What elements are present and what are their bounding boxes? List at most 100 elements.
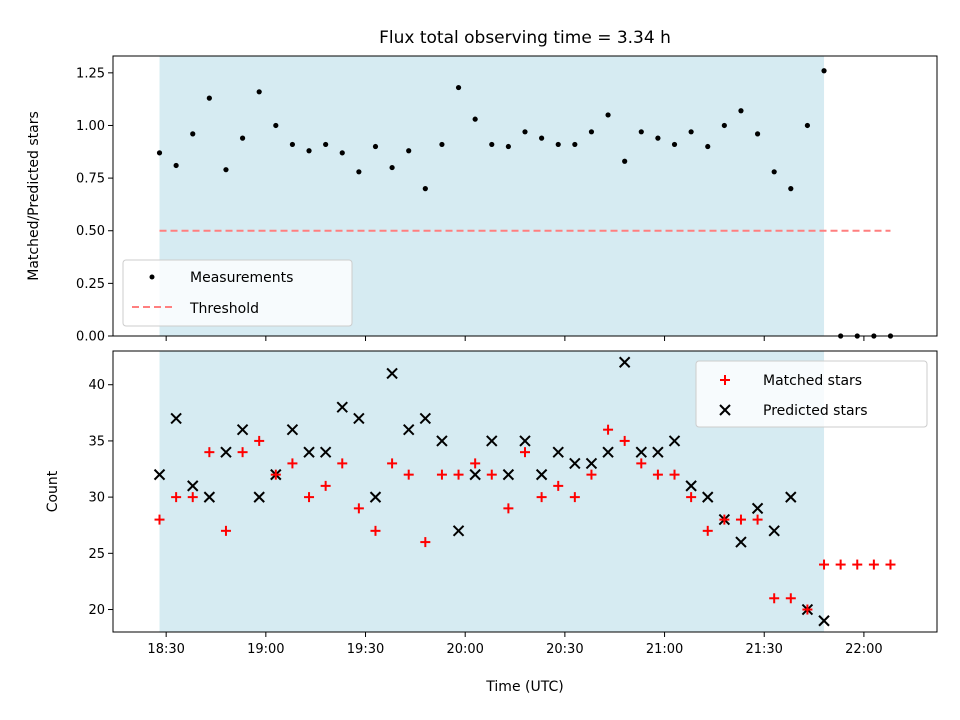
x-tick-label: 20:00 (446, 642, 483, 657)
measurement-point (522, 129, 528, 135)
predicted-star-point (236, 423, 249, 436)
matched-star-point (337, 458, 348, 469)
predicted-star-point (319, 446, 332, 458)
measurement-point (206, 95, 212, 101)
chart-title: Flux total observing time = 3.34 h (379, 28, 671, 48)
matched-star-point (370, 525, 381, 536)
matched-star-point (503, 503, 514, 514)
measurement-point (788, 186, 794, 192)
predicted-star-point (602, 446, 614, 458)
predicted-star-point (336, 401, 348, 413)
x-tick-label: 19:30 (347, 642, 384, 657)
predicted-star-point (702, 491, 714, 503)
measurement-point (804, 122, 811, 129)
measurement-point (389, 164, 395, 171)
predicted-star-point (519, 435, 531, 447)
matched-star-point (470, 458, 481, 469)
predicted-star-point (502, 468, 515, 481)
matched-star-point (802, 604, 813, 615)
y-tick-label: 0.00 (76, 330, 105, 345)
count-y-ticks: 20 25 30 35 40 (88, 378, 113, 618)
x-tick-label: 21:00 (646, 642, 683, 657)
matched-star-point (254, 435, 265, 446)
predicted-star-point (785, 491, 797, 503)
matched-star-point (752, 514, 763, 525)
ratio-marks (156, 68, 894, 339)
predicted-star-point (419, 412, 432, 425)
predicted-star-point (652, 446, 664, 458)
matched-star-point (686, 492, 697, 503)
measurements-legend-marker (149, 274, 155, 280)
matched-star-point (553, 480, 564, 491)
matched-stars-legend-label: Matched stars (763, 373, 862, 389)
measurement-point (754, 131, 761, 137)
predicted-star-point (685, 480, 697, 492)
measurement-point (688, 129, 694, 135)
matched-star-point (320, 480, 331, 491)
count-legend: Matched stars Predicted stars (695, 360, 928, 428)
measurement-point (489, 141, 495, 148)
y-tick-label: 20 (88, 603, 105, 618)
predicted-star-point (187, 480, 199, 492)
predicted-star-point (668, 435, 681, 447)
matched-star-point (769, 593, 780, 604)
matched-star-point (603, 424, 614, 435)
matched-star-point (636, 458, 647, 469)
predicted-star-point (768, 525, 780, 537)
ratio-axes-frame (112, 55, 938, 337)
measurement-point (156, 150, 163, 156)
ratio-x-ticks (165, 336, 865, 341)
predicted-star-point (369, 491, 382, 503)
predicted-star-point (253, 491, 265, 503)
measurement-point (323, 141, 329, 148)
measurement-point (555, 141, 561, 148)
matched-star-point (520, 447, 530, 458)
matched-star-point (453, 469, 464, 480)
count-x-ticks: 18:30 19:00 19:30 20:00 20:30 21:00 21:30 22:00 (147, 632, 883, 657)
measurement-point (472, 116, 478, 122)
predicted-star-point (535, 468, 548, 481)
count-axes-frame (112, 350, 938, 633)
measurement-point (372, 143, 379, 150)
measurement-point (406, 148, 412, 154)
predicted-star-point (436, 435, 448, 447)
matched-star-point (436, 469, 447, 480)
y-tick-label: 0.50 (76, 224, 105, 239)
predicted-star-point (618, 356, 631, 368)
predicted-star-point (170, 412, 182, 425)
ratio-y-ticks: 0.00 0.25 0.50 0.75 1.00 1.25 (76, 66, 113, 345)
matched-star-point (885, 559, 896, 570)
measurement-point (422, 186, 428, 192)
ratio-panel: 0.00 0.25 0.50 0.75 1.00 1.25 Flux total obse… (26, 28, 938, 345)
y-tick-label: 25 (88, 547, 105, 562)
matched-star-point (353, 503, 364, 514)
measurement-point (705, 143, 711, 150)
predicted-star-point (585, 457, 598, 470)
predicted-star-point (735, 536, 747, 548)
threshold-legend-label: Threshold (189, 301, 259, 317)
predicted-star-point (486, 435, 498, 447)
measurement-point (721, 122, 727, 129)
measurement-point (505, 143, 511, 150)
x-tick-label: 21:30 (745, 642, 782, 657)
predicted-star-point (569, 457, 581, 470)
predicted-star-point (386, 367, 398, 380)
measurement-point (306, 148, 312, 154)
matched-star-point (387, 458, 398, 469)
measurement-point (771, 169, 777, 175)
x-tick-label: 20:30 (546, 642, 583, 657)
measurement-point (738, 108, 744, 114)
count-y-axis-label: Count (45, 470, 61, 512)
measurement-point (339, 150, 345, 156)
matched-star-point (204, 447, 215, 458)
predicted-star-point (552, 446, 564, 458)
y-tick-label: 0.25 (76, 277, 105, 292)
matched-star-point (819, 559, 830, 570)
matched-star-point (586, 469, 597, 480)
predicted-star-point (153, 468, 166, 481)
time-x-axis-label: Time (UTC) (485, 679, 563, 695)
matched-star-point (237, 447, 248, 458)
measurement-point (539, 135, 545, 141)
matched-star-point (868, 559, 879, 570)
